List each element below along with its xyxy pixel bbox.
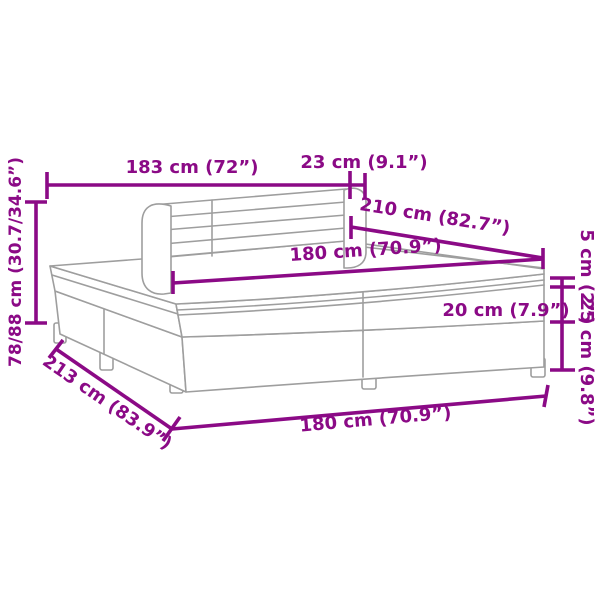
bed-drawing [49,187,546,394]
mattress-topper-seam [176,279,545,311]
mattress-topper-seam [51,274,179,315]
mattress-topper-seam [177,284,545,316]
dim-line-mattress-width-bottom [171,394,547,431]
headboard-slat-line [151,201,347,219]
mattress-right-edge [363,246,545,269]
dim-tick [47,338,65,360]
dim-line-total-length [54,347,174,431]
headboard-slat-line [151,227,347,246]
dim-label-headboard-height: 78/88 cm (30.7/34.6”) [6,157,26,367]
dim-label-mattress-width-bottom: 180 cm (70.9”) [299,402,452,436]
headboard-left-wing [141,203,172,295]
dim-label-mattress-height: 20 cm (7.9”) [442,300,569,321]
headboard-slat-line [151,214,347,232]
dim-label-headboard-overhang: 23 cm (9.1”) [300,152,427,173]
dim-tick [542,384,550,408]
dim-line-mattress-width-top [172,257,544,285]
dim-tick [161,415,182,443]
dim-label-topper-height: 5 cm (2”) [576,229,597,324]
dim-label-headboard-width: 183 cm (72”) [126,157,259,178]
dim-label-base-height: 25 cm (9.8”) [576,298,597,425]
dim-line-bed-length [350,225,544,260]
